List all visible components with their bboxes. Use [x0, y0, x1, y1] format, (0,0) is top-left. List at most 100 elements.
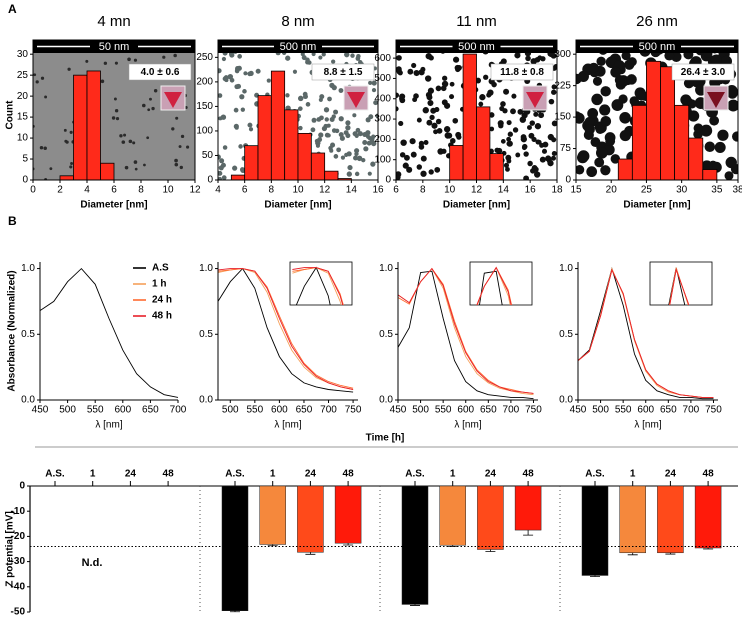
particle — [363, 146, 369, 152]
x-tick-label: 450 — [390, 405, 407, 416]
y-tick-label: 250 — [196, 52, 213, 63]
x-tick-label: 8 — [420, 185, 426, 196]
x-tick-label: 700 — [320, 405, 337, 416]
particle — [594, 157, 605, 168]
particle — [717, 129, 729, 141]
particle — [396, 92, 400, 98]
particle — [596, 56, 606, 66]
particle — [223, 75, 229, 80]
particle — [368, 80, 373, 85]
particle — [69, 165, 73, 169]
histogram-bar — [489, 153, 504, 181]
particle — [396, 174, 401, 180]
y-tick-label: 0.5 — [559, 329, 573, 340]
inset-line — [476, 266, 512, 305]
x-tick-label: 16 — [525, 185, 537, 196]
particle — [510, 108, 516, 115]
x-tick-label: 450 — [570, 405, 587, 416]
particle — [545, 155, 552, 162]
x-tick-label: 18 — [551, 185, 563, 196]
particle — [365, 117, 371, 123]
particle — [577, 150, 590, 163]
particle — [330, 142, 336, 148]
scale-bar-label: 500 nm — [639, 41, 676, 53]
particle — [255, 68, 261, 74]
bar — [401, 485, 429, 605]
y-tick-label: -30 — [11, 556, 26, 567]
y-tick-label: 0 — [385, 175, 391, 186]
particle — [724, 171, 734, 180]
particle — [483, 74, 489, 80]
category-label: 48 — [523, 469, 535, 480]
particle — [366, 140, 372, 146]
particle — [315, 143, 320, 148]
annotation-box — [128, 63, 192, 81]
particle — [233, 123, 239, 129]
x-tick-label: 4 — [84, 185, 90, 196]
particle — [240, 107, 245, 112]
particle — [588, 62, 599, 73]
particle — [143, 163, 146, 167]
particle — [175, 116, 179, 120]
y-tick-label: 1.0 — [379, 263, 393, 274]
legend-label: A.S — [152, 263, 169, 274]
x-tick-label: 500 — [592, 405, 609, 416]
scale-bar-label: 500 nm — [458, 41, 495, 53]
inset-line — [479, 270, 503, 305]
x-tick-label: 550 — [246, 405, 263, 416]
x-tick-label: 10 — [162, 185, 174, 196]
particle — [222, 145, 228, 150]
particle — [300, 52, 305, 57]
x-tick-label: 700 — [503, 405, 520, 416]
particle — [539, 142, 545, 148]
y-tick-label: 0.0 — [379, 395, 393, 406]
y-tick-label: 300 — [554, 49, 571, 60]
particle — [331, 84, 337, 91]
y-tick-label: 150 — [196, 101, 213, 112]
error-bar — [665, 552, 676, 555]
particle — [399, 93, 406, 100]
particle — [218, 116, 223, 121]
particle — [162, 55, 166, 59]
particle — [454, 64, 461, 71]
category-label: 1 — [450, 469, 456, 480]
particle — [404, 154, 410, 161]
particle — [321, 52, 326, 57]
x-axis-label: λ [nm] — [95, 420, 122, 431]
histogram-bar — [702, 169, 718, 181]
particle — [725, 156, 737, 169]
x-tick-label: 650 — [296, 405, 313, 416]
inset — [476, 266, 513, 305]
particle — [85, 59, 89, 63]
histogram-bar — [476, 106, 491, 181]
y-tick-label: 5 — [22, 154, 28, 165]
particle — [551, 150, 557, 157]
x-tick-label: 4 — [215, 185, 221, 196]
y-tick-label: 1.0 — [21, 263, 35, 274]
particle — [434, 106, 440, 113]
particle — [127, 57, 131, 62]
error-bar — [627, 552, 638, 556]
particle — [455, 131, 462, 138]
y-tick-label: -50 — [11, 607, 26, 618]
y-tick-label: 600 — [374, 53, 391, 64]
particle — [452, 56, 460, 63]
particle — [338, 88, 344, 93]
particle — [629, 96, 640, 106]
particle — [416, 117, 422, 123]
spectrum-line — [397, 270, 534, 400]
particle — [298, 106, 303, 111]
particle — [503, 88, 510, 95]
y-tick-label: 25 — [17, 70, 29, 81]
particle — [355, 127, 361, 133]
histogram-bar — [688, 137, 704, 181]
y-axis-label: Count — [5, 100, 16, 130]
particle — [292, 69, 298, 74]
particle — [619, 112, 631, 124]
particle — [344, 51, 350, 58]
x-tick-label: 650 — [480, 405, 497, 416]
x-tick-label: 600 — [457, 405, 474, 416]
error-bar — [590, 575, 600, 577]
histogram-bar — [631, 104, 647, 181]
y-tick-label: 0 — [19, 481, 25, 492]
